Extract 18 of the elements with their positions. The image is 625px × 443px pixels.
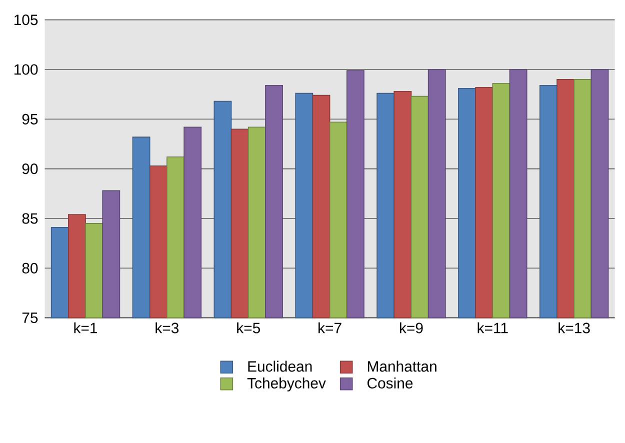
y-tick-label: 95 xyxy=(22,114,38,124)
legend-label: Cosine xyxy=(367,378,413,388)
x-tick-label: k=5 xyxy=(237,322,260,334)
x-tick-label: k=1 xyxy=(74,322,98,334)
y-tick-label: 80 xyxy=(22,262,38,274)
legend-label: Tchebychev xyxy=(247,378,326,392)
legend-label: Euclidean xyxy=(248,360,312,372)
y-tick-label: 85 xyxy=(22,213,38,224)
legend-label: Manhattan xyxy=(368,360,436,372)
x-tick-label: k=11 xyxy=(478,322,508,334)
y-tick-label: 105 xyxy=(14,14,38,26)
x-tick-label: k=7 xyxy=(318,322,342,334)
y-tick-label: 100 xyxy=(14,64,38,75)
x-tick-label: k=9 xyxy=(400,322,423,334)
x-tick-label: k=13 xyxy=(558,322,590,334)
y-tick-label: 90 xyxy=(22,164,38,174)
y-tick-label: 75 xyxy=(22,312,38,324)
x-tick-label: k=3 xyxy=(156,322,179,334)
